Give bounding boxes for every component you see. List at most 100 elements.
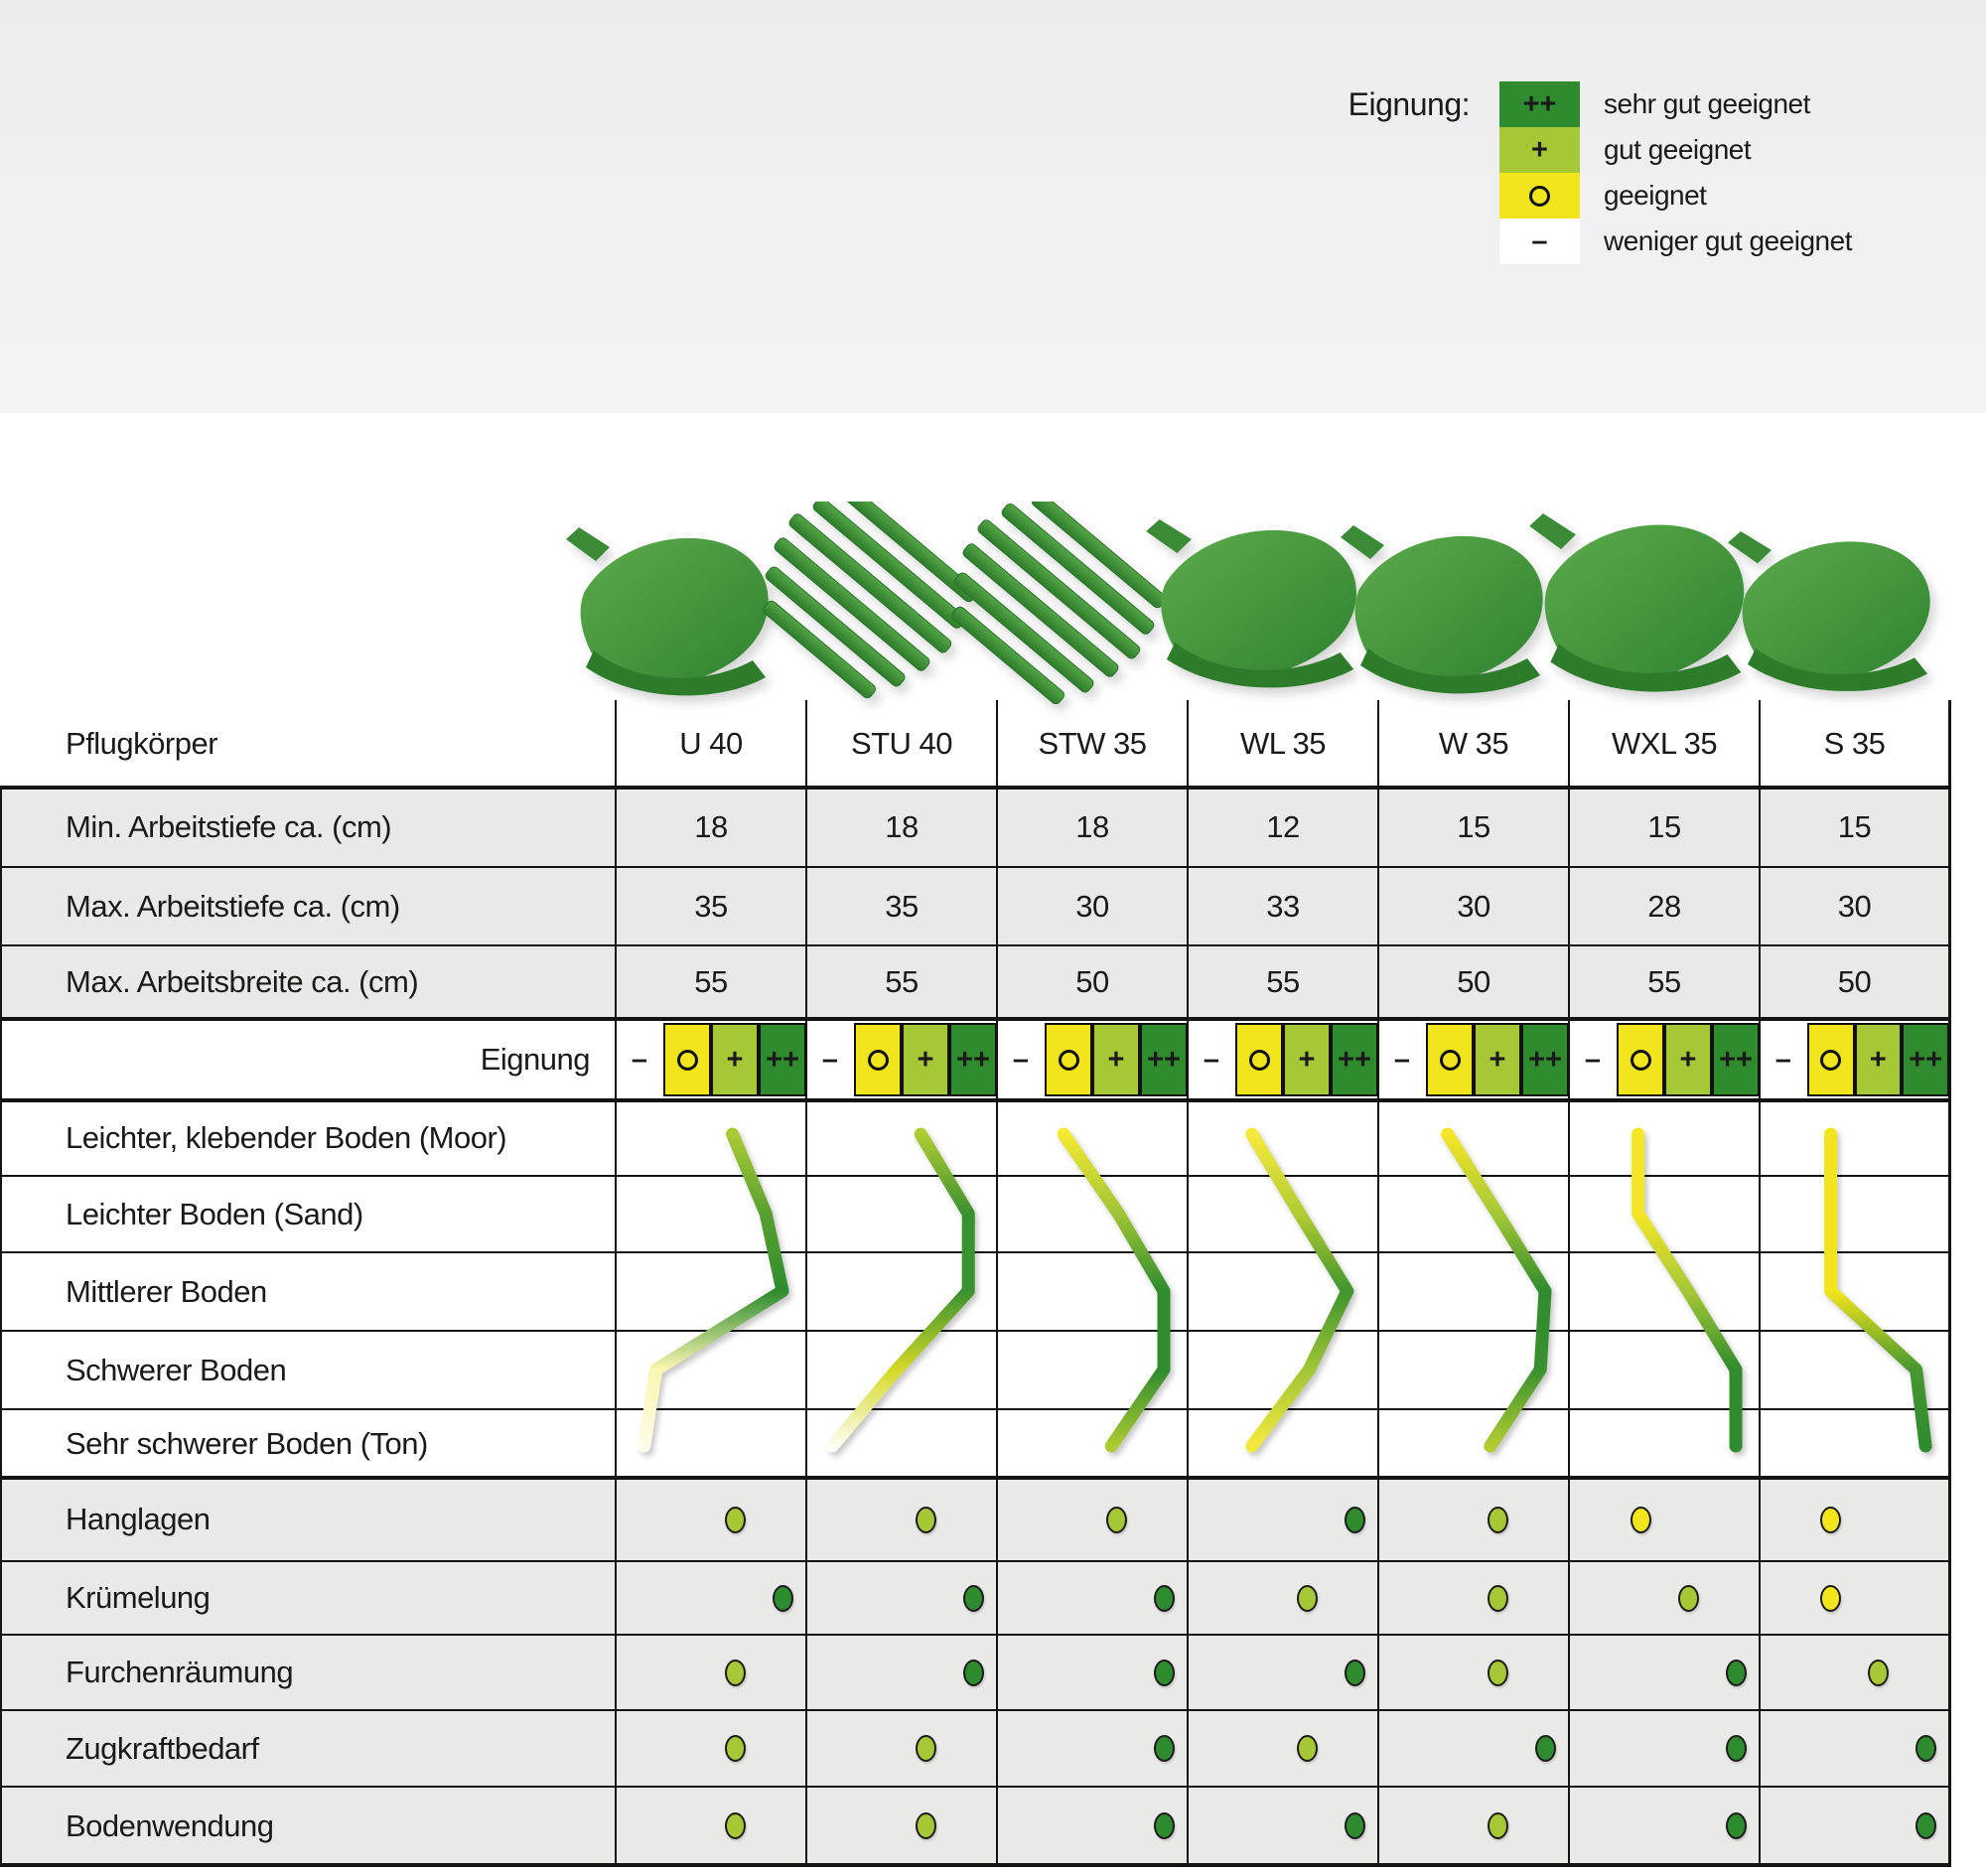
column-header-model: STU 40 <box>850 726 953 761</box>
rating-symbol: – <box>1203 1043 1220 1076</box>
trait-row-label: Krümelung <box>66 1580 211 1615</box>
plow-body-image-wxl35 <box>1529 513 1745 692</box>
rating-symbol: – <box>1012 1043 1030 1076</box>
trait-rating-dot-plusplus <box>1725 1812 1747 1839</box>
legend-item-label: gut geeignet <box>1604 134 1752 165</box>
trait-rating-dot-plusplus <box>1534 1735 1556 1762</box>
spec-value-cell: 30 <box>1075 888 1109 924</box>
spec-value-cell: 50 <box>1457 964 1490 999</box>
spec-value-cell: 18 <box>694 809 728 844</box>
soil-suitability-curve-stu40 <box>825 1127 975 1453</box>
rating-scale-cell-plusplus: ++ <box>1331 1023 1378 1096</box>
table-horizontal-line <box>0 1098 1951 1102</box>
spec-value-cell: 55 <box>1266 964 1300 999</box>
trait-rating-dot-plus <box>1867 1659 1889 1686</box>
rating-scale-cell-plusplus: ++ <box>1902 1023 1949 1096</box>
rating-scale-cell-minus: – <box>1569 1023 1617 1096</box>
trait-rating-dot-plusplus <box>962 1584 984 1612</box>
trait-row-label: Zugkraftbedarf <box>66 1730 259 1766</box>
o-rating-icon <box>1630 1049 1651 1071</box>
table-vertical-line <box>1947 700 1951 1867</box>
legend-item: + gut geeignet <box>1499 127 1852 173</box>
table-vertical-line <box>615 700 617 1867</box>
rating-scale-cell-minus: – <box>616 1023 663 1096</box>
legend-swatch-3: – <box>1499 218 1580 264</box>
spec-value-cell: 35 <box>885 888 919 924</box>
rating-symbol: – <box>1774 1043 1791 1076</box>
rating-scale-cell-plusplus: ++ <box>759 1023 806 1096</box>
legend-items: ++ sehr gut geeignet + gut geeignet geeignet… <box>1499 81 1852 264</box>
rating-symbol: ++ <box>1909 1043 1943 1076</box>
rating-scale-cell-plusplus: ++ <box>949 1023 997 1096</box>
soil-suitability-curve-stw35 <box>1057 1127 1171 1453</box>
rating-scale-cell-minus: – <box>806 1023 854 1096</box>
soil-row-label: Leichter, klebender Boden (Moor) <box>66 1120 507 1155</box>
trait-rating-dot-plus <box>724 1735 746 1762</box>
spec-value-cell: 30 <box>1837 888 1872 924</box>
plow-body-image-s35 <box>1728 531 1930 691</box>
o-rating-icon <box>1529 185 1550 207</box>
spec-value-cell: 18 <box>885 809 919 844</box>
trait-rating-dot-plusplus <box>1344 1659 1365 1686</box>
trait-row-label: Bodenwendung <box>66 1807 274 1843</box>
rating-scale-cell-o <box>663 1023 711 1096</box>
o-rating-icon <box>867 1049 889 1071</box>
column-header-model: U 40 <box>679 726 743 761</box>
spec-rows-background <box>0 788 1949 1019</box>
rating-symbol: – <box>631 1043 648 1076</box>
trait-rating-dot-plusplus <box>1153 1584 1175 1612</box>
table-horizontal-line <box>0 1017 1951 1021</box>
column-header-model: WL 35 <box>1240 726 1326 761</box>
trait-rating-dot-plus <box>1677 1584 1699 1612</box>
rating-symbol: + <box>726 1043 744 1076</box>
trait-rating-dot-plusplus <box>962 1659 984 1686</box>
rating-symbol: ++ <box>766 1043 799 1076</box>
table-vertical-line <box>1377 700 1379 1867</box>
o-rating-icon <box>1820 1049 1842 1071</box>
trait-rating-dot-plus <box>1487 1506 1508 1533</box>
trait-rating-dot-plus <box>724 1659 746 1686</box>
trait-rating-dot-o <box>1820 1506 1842 1533</box>
rating-scale-cell-plusplus: ++ <box>1140 1023 1188 1096</box>
trait-rating-dot-plusplus <box>1915 1812 1936 1839</box>
spec-value-cell: 18 <box>1075 809 1109 844</box>
plow-body-image-stu40 <box>733 502 990 715</box>
trait-rating-dot-plusplus <box>1725 1659 1747 1686</box>
legend-swatch-1: + <box>1499 127 1580 173</box>
spec-value-cell: 35 <box>694 888 728 924</box>
rating-scale-cell-minus: – <box>1760 1023 1807 1096</box>
legend-symbol: ++ <box>1522 87 1557 120</box>
rating-scale-cell-o <box>1806 1023 1855 1096</box>
legend-symbol: – <box>1531 224 1548 257</box>
rating-scale-cell-minus: – <box>1188 1023 1235 1096</box>
legend-item-label: sehr gut geeignet <box>1604 88 1810 119</box>
spec-row-label: Max. Arbeitstiefe ca. (cm) <box>66 888 400 924</box>
legend-item: geeignet <box>1499 173 1852 218</box>
plow-body-image-w35 <box>1341 525 1543 694</box>
column-header-model: W 35 <box>1438 726 1509 761</box>
soil-row-label: Sehr schwerer Boden (Ton) <box>66 1425 428 1461</box>
rating-symbol: ++ <box>1147 1043 1181 1076</box>
rating-scale-cell-o <box>1235 1023 1283 1096</box>
trait-rating-dot-plus <box>724 1812 746 1839</box>
trait-rating-dot-plusplus <box>1725 1735 1747 1762</box>
rating-scale-cell-minus: – <box>997 1023 1045 1096</box>
trait-rating-dot-plus <box>1296 1584 1318 1612</box>
rating-symbol: ++ <box>956 1043 990 1076</box>
rating-scale-cell-o <box>1426 1023 1474 1096</box>
trait-row-label: Hanglagen <box>66 1502 211 1536</box>
trait-rating-dot-plus <box>724 1506 746 1533</box>
plow-body-image-wl35 <box>1146 519 1357 688</box>
soil-suitability-curve-u40 <box>638 1127 789 1453</box>
table-horizontal-line <box>0 1476 1951 1480</box>
rating-symbol: – <box>1584 1043 1602 1076</box>
soil-row-label: Schwerer Boden <box>66 1352 287 1387</box>
plow-body-image-u40 <box>566 527 769 696</box>
table-horizontal-line <box>0 786 1951 790</box>
legend-swatch-geeignet <box>1499 173 1580 218</box>
o-rating-icon <box>1439 1049 1461 1071</box>
trait-rating-dot-plusplus <box>772 1584 793 1612</box>
spec-value-cell: 15 <box>1837 809 1872 844</box>
trait-rating-dot-o <box>1630 1506 1651 1533</box>
